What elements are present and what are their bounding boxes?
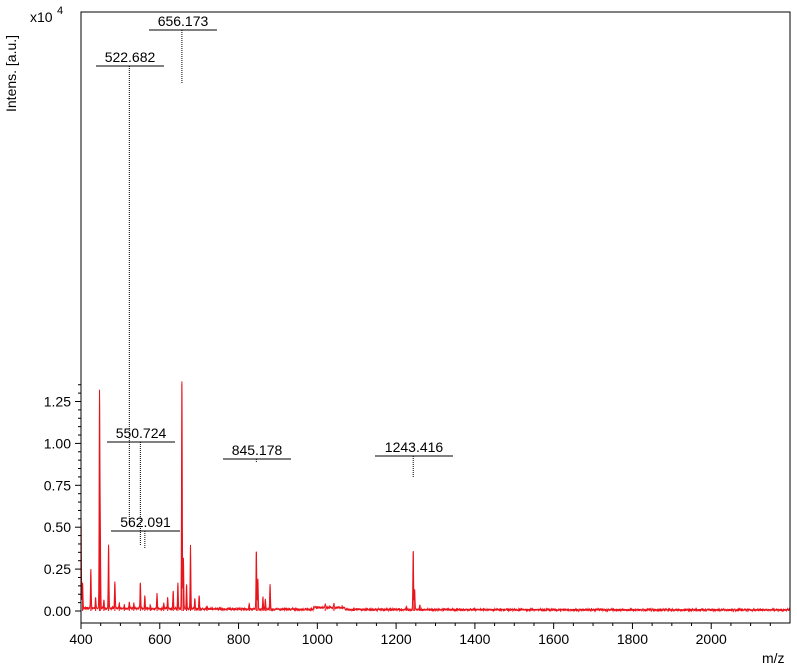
- y-tick-label: 0.00: [44, 603, 71, 619]
- peak-annotation-label: 562.091: [120, 514, 171, 530]
- y-scale-exponent: 4: [57, 5, 63, 17]
- axes: 0.00 0.25 0.50 0.75 1.00 1.25 400 600 800 1000 120…: [44, 11, 791, 647]
- x-tick-label: 1200: [381, 631, 412, 647]
- spectrum-line: [80, 383, 791, 613]
- peak-annotation-label: 522.682: [105, 49, 156, 65]
- y-tick-label: 1.25: [44, 394, 71, 410]
- y-axis-title: Intens. [a.u.]: [3, 35, 19, 112]
- peak-annotation-label: 656.173: [158, 13, 209, 29]
- y-tick-label: 1.00: [44, 435, 71, 451]
- plot-frame: [80, 11, 791, 624]
- y-scale-multiplier: x10: [30, 9, 53, 25]
- x-tick-label: 1600: [538, 631, 569, 647]
- y-tick-label: 0.75: [44, 477, 71, 493]
- peak-annotation-label: 1243.416: [385, 439, 444, 455]
- plot-area: [80, 381, 791, 613]
- peak-annotations: 656.173 522.682 550.724 562.091 845.178 1243.…: [96, 13, 453, 548]
- peak-annotation-label: 550.724: [116, 425, 167, 441]
- x-tick-label: 1400: [459, 631, 490, 647]
- x-tick-label: 1000: [302, 631, 333, 647]
- y-tick-label: 0.50: [44, 519, 71, 535]
- y-tick-label: 0.25: [44, 561, 71, 577]
- x-tick-label: 600: [148, 631, 172, 647]
- x-tick-label: 400: [69, 631, 93, 647]
- x-tick-label: 1800: [617, 631, 648, 647]
- x-axis-title: m/z: [762, 650, 785, 666]
- x-tick-label: 2000: [696, 631, 727, 647]
- x-tick-label: 800: [227, 631, 251, 647]
- peak-annotation-label: 845.178: [232, 442, 283, 458]
